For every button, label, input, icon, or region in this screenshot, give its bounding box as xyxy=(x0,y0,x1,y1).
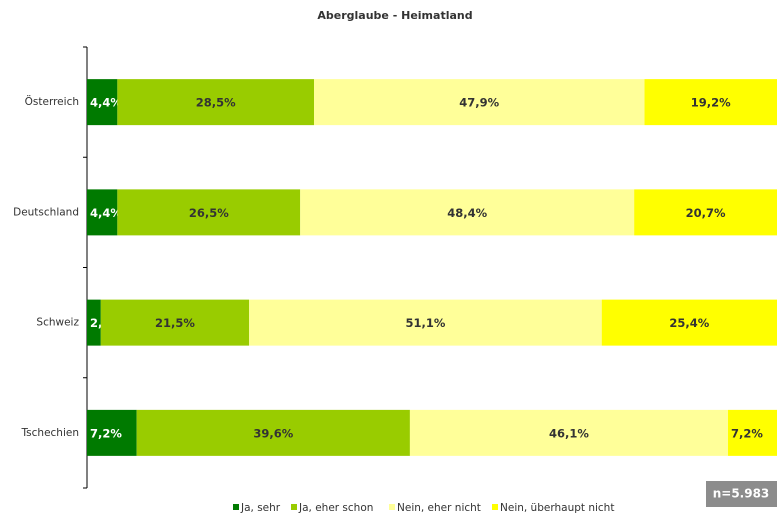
bar-segment xyxy=(117,189,301,236)
value-label: 4,4% xyxy=(90,96,122,110)
annotation-box xyxy=(706,481,777,507)
value-label: 19,2% xyxy=(691,96,731,110)
value-label: 39,6% xyxy=(253,426,293,440)
value-label: 51,1% xyxy=(405,316,445,330)
bar-segment xyxy=(314,79,645,126)
bar-segment xyxy=(249,299,602,346)
bar-segment xyxy=(409,409,729,456)
bar-segment xyxy=(87,409,137,456)
y-tick-label: Tschechien xyxy=(21,427,80,439)
value-label: 21,5% xyxy=(155,316,195,330)
value-label: 28,5% xyxy=(196,96,236,110)
bar-segment xyxy=(136,409,410,456)
y-tick-label: Deutschland xyxy=(13,206,79,218)
value-label: 46,1% xyxy=(549,426,589,440)
legend-label: Ja, sehr xyxy=(240,502,281,514)
legend-swatch xyxy=(389,504,395,510)
bar-segment xyxy=(100,299,250,346)
annotation: n=5.983 xyxy=(713,487,770,501)
value-label: 25,4% xyxy=(669,316,709,330)
bar-segment xyxy=(644,79,777,126)
legend-label: Nein, überhaupt nicht xyxy=(500,502,614,514)
legend-swatch xyxy=(291,504,297,510)
value-label: 4,4% xyxy=(90,206,122,220)
bar-segment xyxy=(634,189,777,236)
legend-label: Nein, eher nicht xyxy=(397,502,481,514)
bar-segment xyxy=(87,79,118,126)
value-label: 20,7% xyxy=(686,206,726,220)
bar-segment xyxy=(87,299,101,346)
legend-label: Ja, eher schon xyxy=(298,502,373,514)
value-label: 48,4% xyxy=(447,206,487,220)
y-tick-label: Österreich xyxy=(25,95,79,108)
legend-swatch xyxy=(233,504,239,510)
bar-segment xyxy=(117,79,315,126)
value-label: 26,5% xyxy=(189,206,229,220)
bar-segment xyxy=(728,409,777,456)
y-tick-label: Schweiz xyxy=(36,317,79,329)
chart-title: Aberglaube - Heimatland xyxy=(317,9,472,22)
value-label: 47,9% xyxy=(459,96,499,110)
bar-segment xyxy=(300,189,635,236)
bar-segment xyxy=(87,189,118,236)
bar-segment xyxy=(601,299,777,346)
legend-swatch xyxy=(492,504,498,510)
value-label: 7,2% xyxy=(90,426,122,440)
value-label: 7,2% xyxy=(731,426,763,440)
